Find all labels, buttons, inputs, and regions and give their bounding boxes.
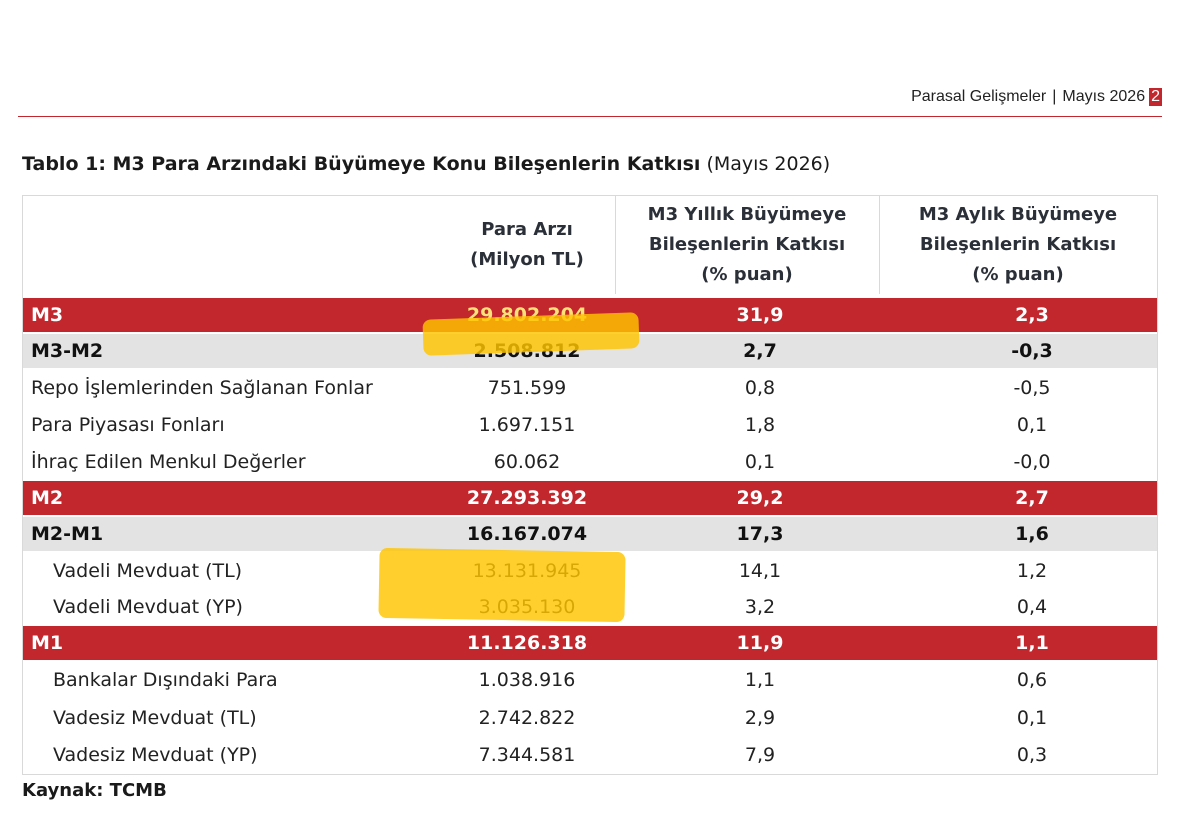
header-date: Mayıs 2026 xyxy=(1062,88,1146,105)
row-monthly: 1,6 xyxy=(1015,523,1049,545)
row-monthly: 1,1 xyxy=(1015,632,1049,654)
row-label: M2 xyxy=(31,487,64,509)
column-header-line: Para Arzı xyxy=(481,219,573,240)
source-note: Kaynak: TCMB xyxy=(22,780,167,801)
row-monthly: 1,2 xyxy=(1016,560,1048,582)
row-money: 60.062 xyxy=(493,451,561,473)
row-label: Repo İşlemlerinden Sağlanan Fonlar xyxy=(31,377,373,399)
row-yearly: 31,9 xyxy=(736,304,784,326)
table-row: Vadeli Mevduat (TL) 13.131.945 14,1 1,2 xyxy=(23,553,1157,589)
row-money: 11.126.318 xyxy=(466,632,588,654)
row-money: 1.038.916 xyxy=(478,669,576,691)
table-title-bold: Tablo 1: M3 Para Arzındaki Büyümeye Konu… xyxy=(22,153,701,175)
table-row: Repo İşlemlerinden Sağlanan Fonlar 751.5… xyxy=(23,370,1157,406)
column-header-line: Bileşenlerin Katkısı xyxy=(648,234,846,255)
table-row-m1: M1 11.126.318 11,9 1,1 xyxy=(23,626,1157,660)
row-label: Para Piyasası Fonları xyxy=(31,414,225,436)
row-monthly: 0,6 xyxy=(1016,669,1048,691)
table-row-m3: M3 29.802.204 31,9 2,3 xyxy=(23,298,1157,332)
row-monthly: -0,5 xyxy=(1013,377,1051,399)
row-yearly: 29,2 xyxy=(736,487,784,509)
column-header-line: M3 Aylık Büyümeye xyxy=(918,204,1118,225)
table-title: Tablo 1: M3 Para Arzındaki Büyümeye Konu… xyxy=(22,153,830,175)
row-monthly: 2,3 xyxy=(1015,304,1049,326)
row-label: Bankalar Dışındaki Para xyxy=(53,669,278,691)
row-yearly: 2,7 xyxy=(743,340,777,362)
row-yearly: 2,9 xyxy=(744,707,776,729)
row-monthly: 0,4 xyxy=(1016,596,1048,618)
page-number: 2 xyxy=(1149,88,1162,106)
row-money: 16.167.074 xyxy=(466,523,588,545)
table-row: Bankalar Dışındaki Para 1.038.916 1,1 0,… xyxy=(23,662,1157,698)
column-header-monthly: M3 Aylık Büyümeye Bileşenlerin Katkısı (… xyxy=(879,196,1157,294)
row-yearly: 17,3 xyxy=(736,523,784,545)
row-yearly: 1,8 xyxy=(744,414,776,436)
header-separator: | xyxy=(1052,88,1057,105)
row-monthly: 2,7 xyxy=(1015,487,1049,509)
column-divider xyxy=(615,196,616,294)
page-header: Parasal Gelişmeler | Mayıs 2026 2 xyxy=(0,88,1162,106)
row-monthly: -0,0 xyxy=(1013,451,1051,473)
column-header-line: (% puan) xyxy=(972,264,1064,285)
row-money: 2.508.812 xyxy=(473,340,581,362)
column-header-line: Bileşenlerin Katkısı xyxy=(919,234,1117,255)
column-header-yearly: M3 Yıllık Büyümeye Bileşenlerin Katkısı … xyxy=(615,196,879,294)
table-row-m2: M2 27.293.392 29,2 2,7 xyxy=(23,481,1157,515)
row-label: Vadesiz Mevduat (YP) xyxy=(53,744,258,766)
table-row: Para Piyasası Fonları 1.697.151 1,8 0,1 xyxy=(23,407,1157,443)
column-header-line: (% puan) xyxy=(701,264,793,285)
column-header-line: M3 Yıllık Büyümeye xyxy=(647,204,847,225)
table-row: İhraç Edilen Menkul Değerler 60.062 0,1 … xyxy=(23,444,1157,480)
row-money: 13.131.945 xyxy=(472,560,582,582)
row-yearly: 0,1 xyxy=(744,451,776,473)
row-label: M3-M2 xyxy=(31,340,104,362)
row-label: Vadeli Mevduat (YP) xyxy=(53,596,243,618)
row-label: İhraç Edilen Menkul Değerler xyxy=(31,451,306,473)
column-header-money: Para Arzı (Milyon TL) xyxy=(439,196,615,294)
row-monthly: 0,1 xyxy=(1016,707,1048,729)
table-row: Vadesiz Mevduat (YP) 7.344.581 7,9 0,3 xyxy=(23,737,1157,773)
header-section: Parasal Gelişmeler xyxy=(911,88,1047,105)
row-money: 751.599 xyxy=(487,377,567,399)
row-money: 1.697.151 xyxy=(478,414,576,436)
row-yearly: 7,9 xyxy=(744,744,776,766)
table-header: Para Arzı (Milyon TL) M3 Yıllık Büyümeye… xyxy=(23,196,1157,294)
row-yearly: 14,1 xyxy=(738,560,782,582)
table-row: Vadeli Mevduat (YP) 3.035.130 3,2 0,4 xyxy=(23,589,1157,625)
row-money: 29.802.204 xyxy=(466,304,588,326)
table-row: Vadesiz Mevduat (TL) 2.742.822 2,9 0,1 xyxy=(23,700,1157,736)
column-header-line: (Milyon TL) xyxy=(470,249,584,270)
row-label: Vadesiz Mevduat (TL) xyxy=(53,707,257,729)
table-title-period: (Mayıs 2026) xyxy=(706,153,831,175)
table-row-m3-m2: M3-M2 2.508.812 2,7 -0,3 xyxy=(23,334,1157,368)
row-yearly: 11,9 xyxy=(736,632,784,654)
money-supply-table: Para Arzı (Milyon TL) M3 Yıllık Büyümeye… xyxy=(22,195,1158,775)
row-label: M2-M1 xyxy=(31,523,104,545)
column-divider xyxy=(879,196,880,294)
row-money: 3.035.130 xyxy=(478,596,576,618)
row-monthly: 0,1 xyxy=(1016,414,1048,436)
row-yearly: 0,8 xyxy=(744,377,776,399)
row-label: M1 xyxy=(31,632,64,654)
row-yearly: 3,2 xyxy=(744,596,776,618)
row-money: 27.293.392 xyxy=(466,487,588,509)
row-label: M3 xyxy=(31,304,64,326)
row-monthly: 0,3 xyxy=(1016,744,1048,766)
row-label: Vadeli Mevduat (TL) xyxy=(53,560,243,582)
row-money: 2.742.822 xyxy=(478,707,576,729)
table-row-m2-m1: M2-M1 16.167.074 17,3 1,6 xyxy=(23,517,1157,551)
row-yearly: 1,1 xyxy=(744,669,776,691)
row-money: 7.344.581 xyxy=(478,744,576,766)
header-rule xyxy=(18,116,1162,117)
row-monthly: -0,3 xyxy=(1011,340,1053,362)
